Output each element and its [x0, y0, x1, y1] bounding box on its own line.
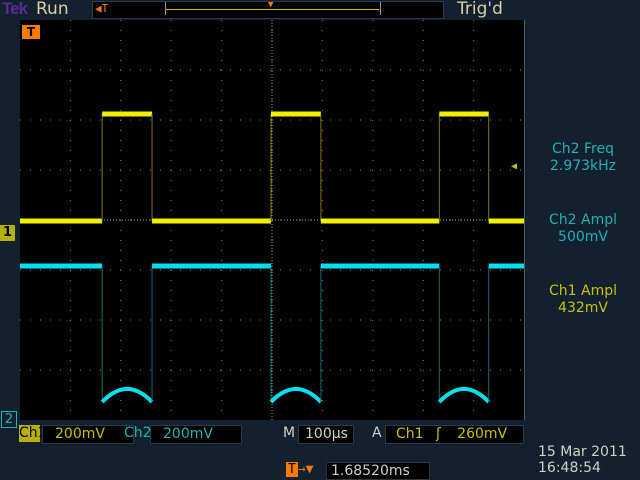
trigger-point-icon: ▼ — [268, 0, 274, 10]
ch1-label[interactable]: Ch1 — [19, 425, 47, 442]
trigger-level-icon: ◀ — [511, 161, 518, 172]
record-length-bar — [92, 1, 444, 19]
measurement-label: Ch2 Ampl — [549, 212, 617, 228]
trigger-readout[interactable]: Ch1 ʃ 260mV — [385, 425, 524, 444]
ch2-label[interactable]: Ch2 — [124, 425, 152, 441]
ch2-scale[interactable]: 200mV — [150, 425, 242, 444]
trigger-status: Trig'd — [457, 0, 503, 19]
date: 15 Mar 2011 — [538, 444, 627, 460]
trigger-label: A — [372, 425, 382, 441]
trigger-position-marker: T — [22, 25, 40, 39]
brand-logo: Tek — [2, 0, 28, 18]
time: 16:48:54 — [538, 460, 601, 476]
acquisition-state: Run — [36, 0, 69, 19]
timestamp: 15 Mar 2011 16:48:54 — [538, 444, 627, 476]
timebase-label: M — [283, 425, 296, 441]
timebase-scale[interactable]: 100µs — [298, 425, 354, 444]
trigger-level: 260mV — [457, 426, 508, 442]
ch2-ground-marker[interactable]: 2 — [1, 411, 17, 428]
trigger-position-icon: ◀T — [95, 2, 109, 15]
ch2-trace-trough — [437, 386, 491, 404]
ch2-trace-trough — [100, 386, 154, 404]
measurement-ch2-freq: Ch2 Freq 2.973kHz — [527, 141, 639, 175]
measurement-value: 500mV — [558, 229, 608, 245]
trigger-position[interactable]: 1.68520ms — [326, 462, 430, 480]
ch1-ground-marker[interactable]: 1 — [0, 225, 15, 241]
trigger-source: Ch1 — [396, 426, 424, 442]
measurement-label: Ch1 Ampl — [549, 283, 617, 299]
record-view-window — [165, 2, 381, 15]
measurement-value: 432mV — [558, 300, 608, 316]
record-trace-line — [166, 9, 379, 10]
ch2-trace-trough — [269, 386, 323, 404]
trigger-offset-icon: T →▼ — [286, 462, 314, 477]
ch1-scale[interactable]: 200mV — [42, 425, 134, 444]
measurement-value: 2.973kHz — [549, 158, 617, 174]
measurement-ch2-ampl: Ch2 Ampl 500mV — [527, 212, 639, 246]
measurement-label: Ch2 Freq — [552, 141, 614, 157]
rising-edge-icon: ʃ — [436, 426, 441, 442]
measurement-ch1-ampl: Ch1 Ampl 432mV — [527, 283, 639, 317]
